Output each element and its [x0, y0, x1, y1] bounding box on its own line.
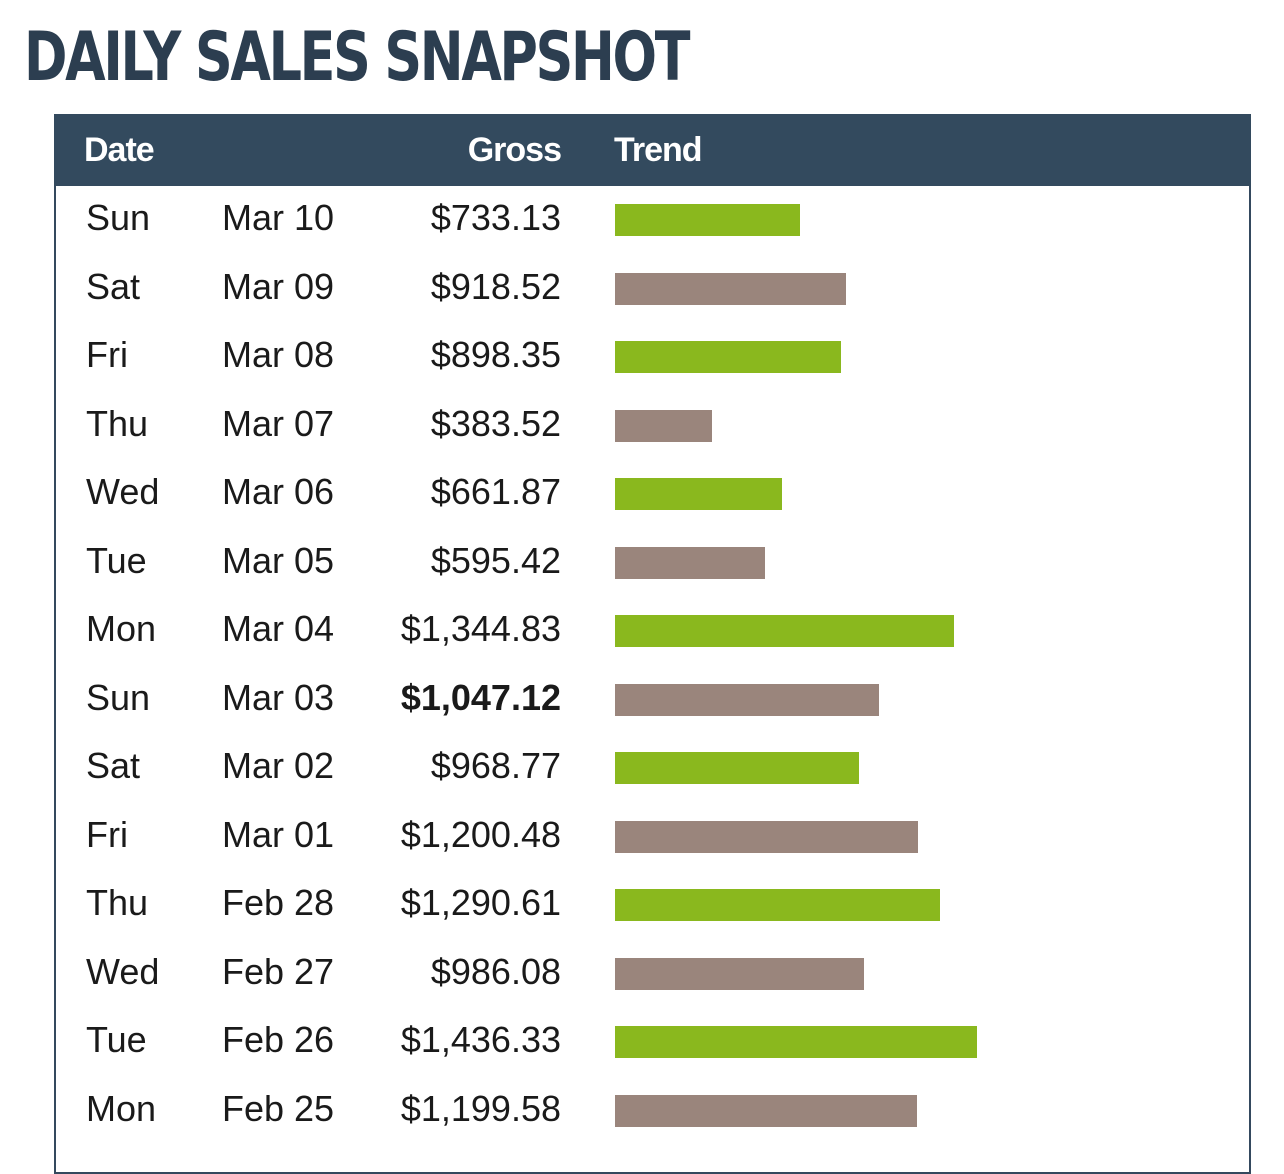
trend-bar: [615, 752, 859, 784]
gross-value: $1,199.58: [400, 1087, 561, 1129]
gross-value: $968.77: [430, 745, 561, 786]
trend-bar: [615, 546, 765, 579]
gross-value: $733.13: [430, 197, 561, 238]
date-label: Mar 04: [222, 608, 335, 649]
day-label: Thu: [86, 402, 149, 444]
gross-value: $383.52: [430, 402, 561, 444]
column-header-date: Date: [84, 131, 155, 169]
table-row: Thu Feb 28 $1,290.61: [56, 871, 1249, 939]
table-row: Mon Mar 04 $1,344.83: [56, 597, 1249, 665]
table-row: Tue Feb 26 $1,436.33: [56, 1008, 1249, 1076]
day-label: Fri: [86, 813, 128, 855]
day-label: Sun: [86, 197, 151, 238]
date-label: Mar 05: [222, 539, 335, 581]
gross-value: $1,047.12: [400, 676, 561, 718]
table-row: Tue Mar 05 $595.42: [56, 529, 1249, 597]
day-label: Tue: [86, 1019, 147, 1060]
table-row: Sun Mar 10 $733.13: [56, 186, 1249, 254]
trend-bar: [615, 1026, 977, 1058]
trend-bar: [615, 889, 940, 921]
trend-bar: [615, 957, 864, 990]
column-header-gross: Gross: [467, 131, 562, 169]
table-row: Fri Mar 01 $1,200.48: [56, 803, 1249, 871]
date-label: Feb 26: [222, 1019, 335, 1060]
trend-bar: [615, 615, 954, 647]
gross-value: $661.87: [430, 471, 561, 512]
trend-bar: [615, 1094, 917, 1127]
gross-value: $918.52: [430, 265, 561, 307]
table-row: Wed Mar 06 $661.87: [56, 460, 1249, 528]
table-row: Thu Mar 07 $383.52: [56, 392, 1249, 460]
trend-bar: [615, 409, 712, 442]
date-label: Mar 10: [222, 197, 335, 238]
table-row: Sun Mar 03 $1,047.12: [56, 666, 1249, 734]
date-label: Mar 01: [222, 813, 335, 855]
day-label: Sat: [86, 265, 141, 307]
trend-bar: [615, 341, 841, 373]
table-row: Wed Feb 27 $986.08: [56, 940, 1249, 1008]
day-label: Mon: [86, 1087, 157, 1129]
gross-value: $595.42: [430, 539, 561, 581]
table-row: Sat Mar 09 $918.52: [56, 255, 1249, 323]
trend-bar: [615, 820, 918, 853]
gross-value: $1,436.33: [400, 1019, 561, 1060]
date-label: Mar 02: [222, 745, 335, 786]
date-label: Feb 25: [222, 1087, 335, 1129]
gross-value: $986.08: [430, 950, 561, 992]
table-header: Date Gross Trend: [54, 114, 1251, 186]
table-row: Fri Mar 08 $898.35: [56, 323, 1249, 391]
gross-value: $898.35: [430, 334, 561, 375]
date-label: Mar 08: [222, 334, 335, 375]
gross-value: $1,344.83: [400, 608, 561, 649]
day-label: Fri: [86, 334, 128, 375]
trend-bar: [615, 272, 846, 305]
date-label: Mar 06: [222, 471, 335, 512]
day-label: Sun: [86, 676, 151, 718]
date-label: Feb 27: [222, 950, 335, 992]
column-header-trend: Trend: [614, 131, 703, 169]
date-label: Mar 03: [222, 676, 335, 718]
day-label: Mon: [86, 608, 157, 649]
gross-value: $1,290.61: [400, 882, 561, 923]
day-label: Tue: [86, 539, 147, 581]
table-row: Mon Feb 25 $1,199.58: [56, 1077, 1249, 1145]
date-label: Feb 28: [222, 882, 335, 923]
date-label: Mar 09: [222, 265, 335, 307]
trend-bar: [615, 204, 800, 236]
day-label: Wed: [86, 950, 160, 992]
day-label: Thu: [86, 882, 149, 923]
day-label: Wed: [86, 471, 160, 512]
trend-bar: [615, 683, 879, 716]
date-label: Mar 07: [222, 402, 335, 444]
gross-value: $1,200.48: [400, 813, 561, 855]
day-label: Sat: [86, 745, 141, 786]
page-title: DAILY SALES SNAPSHOT: [24, 18, 690, 97]
trend-bar: [615, 478, 782, 510]
table-row: Sat Mar 02 $968.77: [56, 734, 1249, 802]
